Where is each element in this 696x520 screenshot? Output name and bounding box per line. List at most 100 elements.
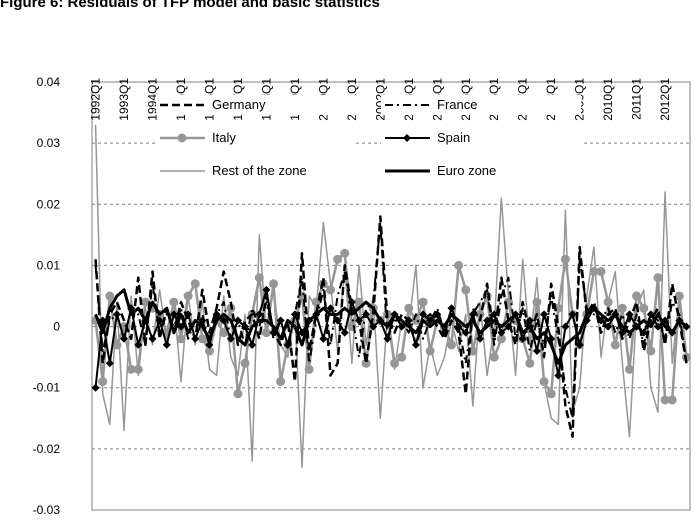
legend-label: Germany (212, 97, 266, 112)
marker (191, 334, 200, 343)
x-tick-label: 1992Q1 (89, 78, 103, 121)
marker (176, 334, 186, 344)
legend-label: Spain (437, 130, 470, 145)
legend-bg (156, 128, 356, 148)
marker (304, 364, 314, 374)
legend-marker (403, 134, 411, 142)
marker (340, 328, 349, 337)
marker (404, 303, 414, 313)
marker (447, 340, 457, 350)
y-tick-label: 0.04 (37, 75, 61, 89)
marker (618, 328, 627, 337)
marker (326, 304, 335, 313)
marker (504, 322, 513, 331)
marker (411, 340, 420, 349)
marker (183, 291, 193, 301)
x-tick-label: 2012Q1 (658, 78, 672, 121)
y-tick-label: 0.02 (37, 197, 61, 211)
marker (489, 352, 499, 362)
y-tick-label: 0 (53, 320, 60, 334)
marker (461, 285, 471, 295)
marker (653, 322, 662, 331)
y-tick-label: -0.02 (33, 442, 61, 456)
marker (483, 316, 492, 325)
marker (283, 340, 292, 349)
legend-bg (381, 161, 581, 181)
marker (525, 358, 535, 368)
legend-bg (381, 95, 581, 115)
marker (497, 328, 506, 337)
marker (440, 328, 449, 337)
marker (127, 304, 136, 313)
marker (539, 377, 549, 387)
marker (290, 310, 299, 319)
marker (610, 340, 620, 350)
marker (561, 322, 570, 331)
marker (255, 310, 264, 319)
legend-label: Italy (212, 130, 236, 145)
marker (490, 310, 499, 319)
marker (333, 254, 343, 264)
marker (461, 328, 470, 337)
marker (532, 347, 541, 356)
marker (646, 346, 656, 356)
marker (560, 254, 570, 264)
y-tick-label: -0.01 (33, 381, 61, 395)
marker (653, 273, 663, 283)
marker (204, 346, 214, 356)
marker (254, 273, 264, 283)
marker (248, 340, 257, 349)
marker (120, 334, 129, 343)
marker (674, 291, 684, 301)
marker (233, 389, 243, 399)
marker (624, 364, 634, 374)
x-tick-label: 2011Q1 (630, 78, 644, 120)
marker (390, 358, 400, 368)
marker (397, 352, 407, 362)
marker (276, 377, 286, 387)
marker (148, 334, 157, 343)
marker (617, 303, 627, 313)
marker (169, 310, 178, 319)
marker (133, 364, 143, 374)
marker (454, 260, 464, 270)
marker (105, 359, 114, 368)
marker (226, 334, 235, 343)
marker (233, 316, 242, 325)
marker (554, 371, 563, 380)
marker (589, 267, 599, 277)
marker (646, 310, 655, 319)
marker (354, 316, 363, 325)
legend-label: Rest of the zone (212, 163, 307, 178)
marker (105, 291, 115, 301)
marker (433, 310, 442, 319)
marker (140, 297, 150, 307)
marker (532, 297, 542, 307)
legend-marker (177, 133, 187, 143)
legend-bg (156, 95, 356, 115)
marker (468, 310, 477, 319)
marker (596, 267, 606, 277)
chart-title: Figure 6: Residuals of TFP model and bas… (0, 0, 380, 11)
marker (126, 364, 136, 374)
plot-border (91, 81, 691, 511)
series-line (94, 288, 688, 365)
marker (546, 389, 556, 399)
marker (525, 316, 534, 325)
marker (425, 346, 435, 356)
marker (176, 322, 185, 331)
marker (190, 279, 200, 289)
marker (419, 310, 428, 319)
marker (447, 304, 456, 313)
marker (261, 328, 271, 338)
marker (219, 328, 229, 338)
marker (362, 310, 371, 319)
marker (262, 285, 271, 294)
marker (198, 316, 207, 325)
marker (169, 297, 179, 307)
marker (241, 322, 250, 331)
marker (632, 291, 642, 301)
marker (496, 334, 506, 344)
y-tick-label: -0.03 (33, 503, 61, 517)
